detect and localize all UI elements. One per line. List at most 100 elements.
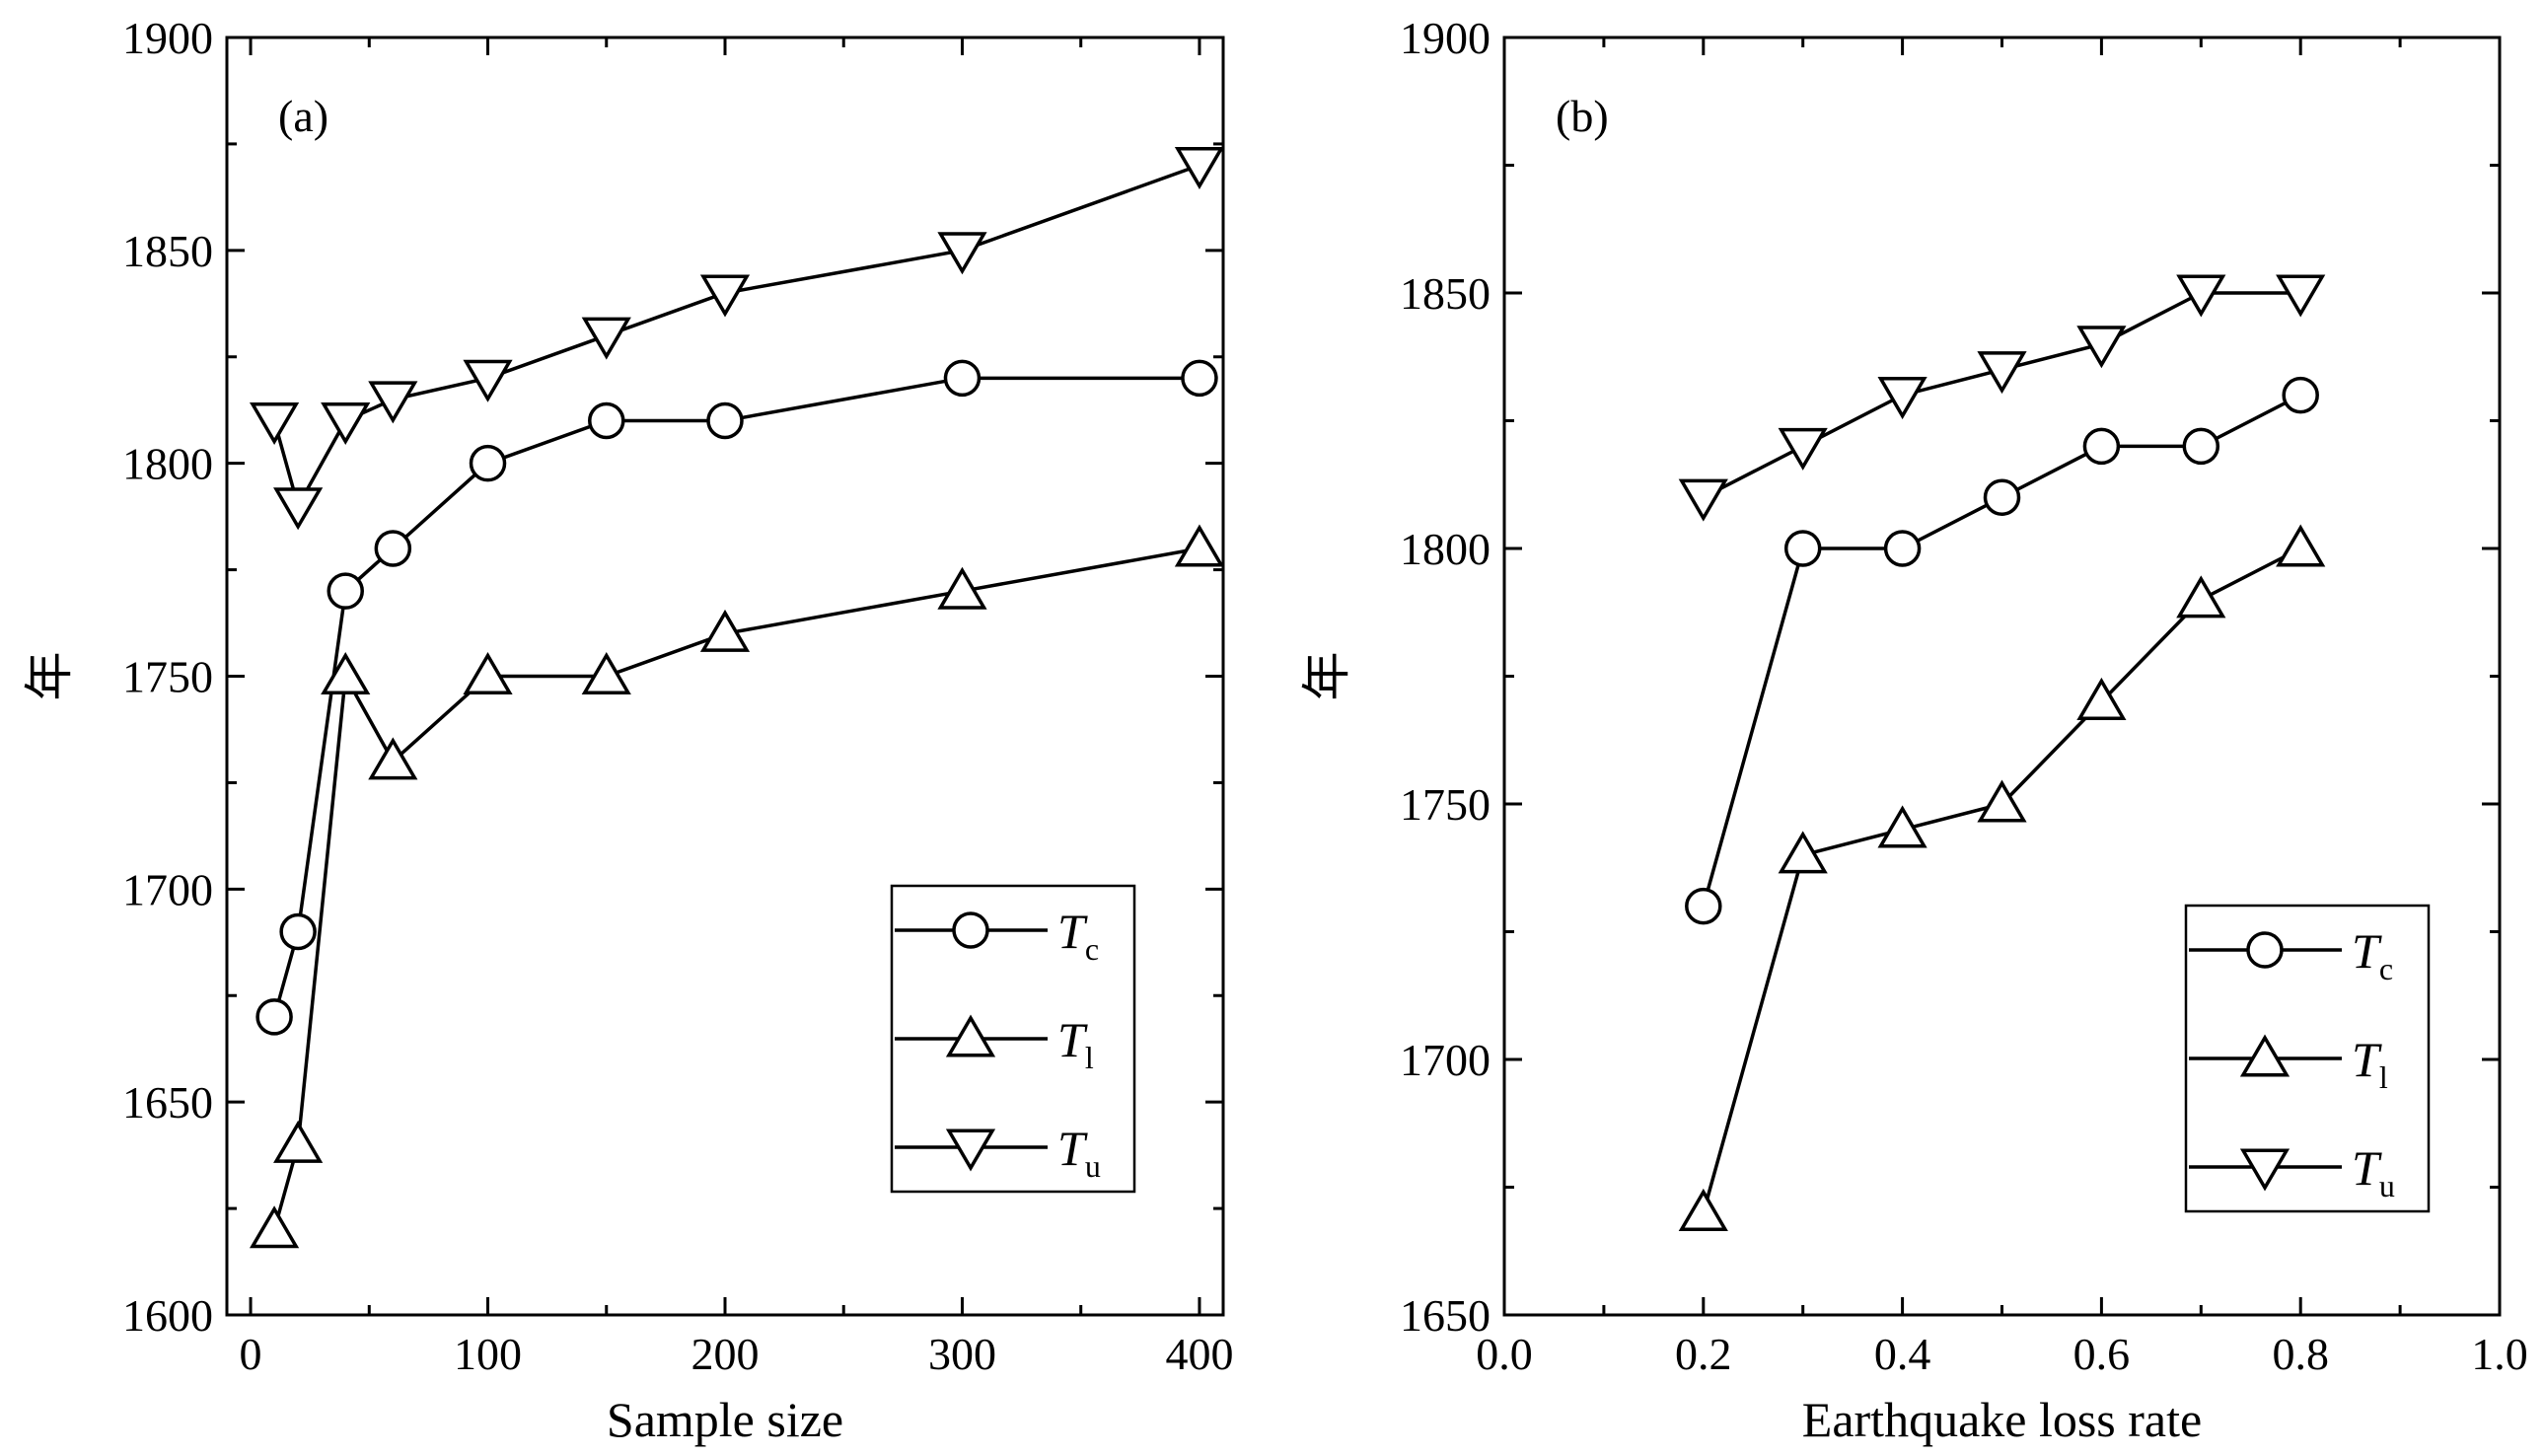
data-point-u xyxy=(463,359,513,402)
legend-symbol: T xyxy=(2352,923,2382,979)
legend-label-l: Tl xyxy=(1057,1012,1094,1075)
legend-subscript: l xyxy=(1085,1040,1094,1075)
y-tick-label: 1750 xyxy=(122,652,213,702)
x-tick-label: 0.0 xyxy=(1476,1329,1533,1379)
series-line-c xyxy=(1702,394,2301,908)
series-Tu-a xyxy=(249,146,1225,531)
x-tick-label: 1.0 xyxy=(2471,1329,2528,1379)
legend-marker-c xyxy=(952,911,989,949)
y-tick-label: 1800 xyxy=(1400,524,1491,574)
data-point-l xyxy=(368,737,418,780)
data-point-c xyxy=(706,401,744,440)
legend-symbol: T xyxy=(1057,1012,1088,1067)
data-point-c xyxy=(1181,359,1218,398)
series-Tc-a xyxy=(255,359,1218,1036)
y-tick-label: 1600 xyxy=(122,1290,213,1341)
legend-label-l: Tl xyxy=(2352,1032,2388,1095)
data-point-u xyxy=(368,381,418,424)
legend-symbol: T xyxy=(2352,1032,2382,1087)
legend-subscript: u xyxy=(1085,1148,1101,1184)
data-point-l xyxy=(1174,524,1225,567)
data-point-u xyxy=(1877,377,1927,420)
legend-marker-l xyxy=(2239,1034,2290,1077)
y-tick-label: 1900 xyxy=(122,13,213,63)
y-tick-label: 1750 xyxy=(1400,779,1491,830)
data-point-l xyxy=(1678,1188,1728,1231)
legend-label-c: Tc xyxy=(1057,904,1099,967)
data-point-c xyxy=(2082,427,2121,466)
data-point-c xyxy=(1983,478,2021,516)
chart-panel-a: 1600 1650 1700 1750 1800 1850 1900 0 100 200 300 40… xyxy=(22,13,1233,1447)
series-Tl-a xyxy=(249,524,1225,1249)
y-tick-label: 1900 xyxy=(1400,13,1491,63)
data-point-u xyxy=(2176,274,2226,318)
y-tick-label: 1700 xyxy=(1400,1035,1491,1085)
y-axis-label-b: 年 xyxy=(1299,652,1354,701)
data-point-l xyxy=(2176,575,2226,619)
x-tick-label: 0.4 xyxy=(1874,1329,1931,1379)
data-point-l xyxy=(463,652,513,695)
data-point-l xyxy=(1877,805,1927,848)
x-tick-label: 300 xyxy=(928,1329,996,1379)
data-point-c xyxy=(1883,530,1922,567)
data-point-c xyxy=(255,998,293,1036)
series-Tc-b xyxy=(1685,376,2319,925)
x-tick-label: 0.2 xyxy=(1675,1329,1732,1379)
x-tick-label: 400 xyxy=(1165,1329,1233,1379)
data-point-l xyxy=(2076,677,2127,720)
x-tick-label: 100 xyxy=(454,1329,522,1379)
data-point-l xyxy=(273,1120,324,1163)
data-point-c xyxy=(374,530,412,567)
data-point-l xyxy=(2276,524,2326,567)
legend-symbol: T xyxy=(1057,1121,1088,1176)
data-point-u xyxy=(273,487,324,531)
data-point-c xyxy=(943,359,982,398)
legend-label-u: Tu xyxy=(1057,1121,1101,1184)
data-point-c xyxy=(327,572,364,610)
data-point-l xyxy=(581,652,631,695)
y-tick-label: 1850 xyxy=(122,226,213,276)
data-point-c xyxy=(2282,376,2319,414)
legend-marker-u xyxy=(945,1128,996,1172)
legend-symbol: T xyxy=(1057,904,1088,959)
series-Tu-b xyxy=(1678,274,2326,522)
data-point-u xyxy=(937,232,987,275)
y-tick-label: 1650 xyxy=(122,1077,213,1128)
y-tick-label: 1850 xyxy=(1400,268,1491,319)
data-point-l xyxy=(249,1205,300,1249)
chart-panel-b: 1650 1700 1750 1800 1850 1900 0.0 0.2 0.4 0.6 0.8 1… xyxy=(1299,13,2528,1447)
legend-subscript: u xyxy=(2379,1168,2395,1203)
data-point-u xyxy=(1977,351,2027,395)
data-point-l xyxy=(699,609,751,652)
data-point-c xyxy=(469,444,507,482)
data-point-l xyxy=(1977,779,2027,823)
data-point-c xyxy=(588,401,625,440)
data-point-u xyxy=(1778,427,1828,471)
data-point-c xyxy=(2182,427,2220,466)
legend-label-c: Tc xyxy=(2352,923,2393,986)
data-point-c xyxy=(279,912,317,951)
data-point-u xyxy=(1678,478,1728,522)
data-point-u xyxy=(2076,326,2127,369)
panel-label-a: (a) xyxy=(278,91,328,141)
legend-subscript: l xyxy=(2379,1059,2388,1095)
x-tick-label: 0.8 xyxy=(2272,1329,2329,1379)
data-point-l xyxy=(937,566,987,610)
data-point-l xyxy=(321,652,371,695)
data-point-u xyxy=(581,317,631,360)
legend-marker-l xyxy=(945,1014,996,1057)
legend-subscript: c xyxy=(1085,931,1099,967)
x-axis-label-b: Earthquake loss rate xyxy=(1802,1392,2202,1447)
x-tick-label: 0 xyxy=(240,1329,262,1379)
x-axis-label-a: Sample size xyxy=(607,1392,843,1447)
y-tick-label: 1650 xyxy=(1400,1290,1491,1341)
y-tick-label: 1700 xyxy=(122,864,213,914)
y-axis-label-a: 年 xyxy=(22,652,77,701)
series-line-u xyxy=(272,163,1200,511)
data-point-c xyxy=(1685,887,1722,925)
series-line-u xyxy=(1703,291,2301,499)
x-tick-label: 0.6 xyxy=(2073,1329,2131,1379)
data-point-c xyxy=(1783,530,1822,567)
